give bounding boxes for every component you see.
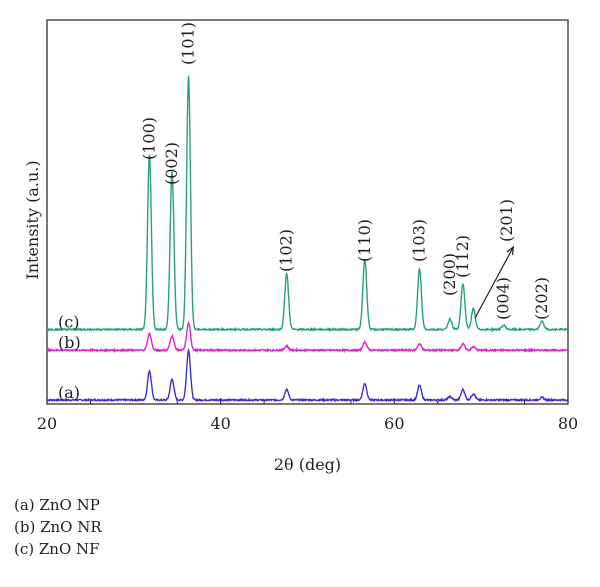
peak-label-202: (202) bbox=[532, 277, 551, 320]
legend-entry-c: (c) ZnO NF bbox=[14, 540, 100, 558]
y-axis-label: Intensity (a.u.) bbox=[23, 160, 42, 279]
peak-label-101: (101) bbox=[179, 22, 198, 65]
series-line-a bbox=[46, 347, 569, 403]
legend-entry-a: (a) ZnO NP bbox=[14, 496, 100, 514]
peak-label-112: (112) bbox=[453, 235, 472, 278]
peak-label-002: (002) bbox=[162, 142, 181, 185]
sample-legend: (a) ZnO NP (b) ZnO NR (c) ZnO NF bbox=[14, 494, 102, 560]
x-tick-label: 20 bbox=[37, 414, 57, 433]
series-label-c: (c) bbox=[58, 312, 79, 331]
annotation-arrowhead bbox=[506, 245, 515, 256]
xrd-chart: 20 40 60 80 2θ (deg) Intensity (a.u.) (a) (b) (c… bbox=[23, 19, 578, 474]
series-label-a: (a) bbox=[58, 383, 80, 402]
series-line-c bbox=[46, 75, 569, 333]
peak-label-103: (103) bbox=[410, 219, 429, 262]
x-axis-label: 2θ (deg) bbox=[274, 455, 341, 474]
peak-label-100: (100) bbox=[139, 117, 158, 160]
peak-label-110: (110) bbox=[355, 219, 374, 262]
x-tick-label: 40 bbox=[210, 414, 230, 433]
series-line-b bbox=[46, 320, 569, 354]
series-label-b: (b) bbox=[58, 333, 81, 352]
peak-label-201: (201) bbox=[497, 199, 516, 242]
x-tick-label: 80 bbox=[558, 414, 578, 433]
peak-label-004: (004) bbox=[494, 277, 513, 320]
peak-label-102: (102) bbox=[277, 229, 296, 272]
plot-frame bbox=[46, 19, 569, 405]
x-tick-label: 60 bbox=[384, 414, 404, 433]
peak-label-200: (200) bbox=[440, 253, 459, 296]
annotation-arrow bbox=[474, 246, 514, 319]
legend-entry-b: (b) ZnO NR bbox=[14, 518, 102, 536]
